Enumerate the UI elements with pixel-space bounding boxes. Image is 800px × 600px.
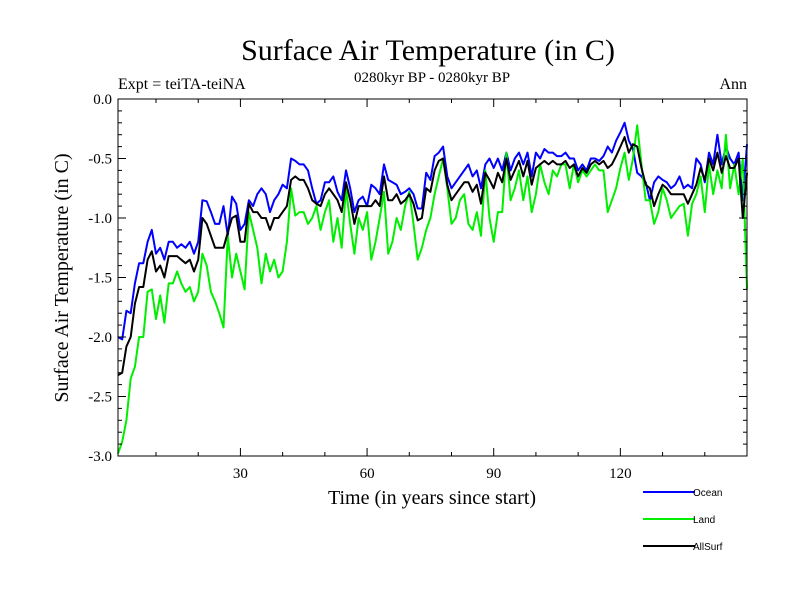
legend: Ocean Land AllSurf xyxy=(643,488,723,553)
y-tick-label: -0.5 xyxy=(88,152,112,168)
series-line-allsurf xyxy=(117,136,748,376)
expt-label: Expt = teiTA-teiNA xyxy=(118,76,246,93)
x-tick-label: 60 xyxy=(360,466,375,482)
x-tick-label: 30 xyxy=(233,466,248,482)
x-axis: 30 60 90 120 xyxy=(155,99,748,482)
legend-label-ocean: Ocean xyxy=(693,488,722,499)
plot-frame xyxy=(117,98,748,457)
y-tick-label: -2.0 xyxy=(88,330,112,346)
y-tick-label: 0.0 xyxy=(93,92,112,108)
series-line-ocean xyxy=(117,121,748,341)
period-label: Ann xyxy=(719,76,747,93)
y-tick-label: -3.0 xyxy=(88,449,112,465)
y-tick-label: -2.5 xyxy=(88,390,112,406)
chart-subtitle: 0280kyr BP - 0280kyr BP xyxy=(354,70,510,86)
series-line-land xyxy=(117,124,748,454)
y-tick-label: -1.5 xyxy=(88,271,112,287)
x-tick-label: 120 xyxy=(609,466,632,482)
legend-label-land: Land xyxy=(693,515,715,526)
x-axis-label: Time (in years since start) xyxy=(328,487,536,509)
x-tick-label: 90 xyxy=(486,466,501,482)
plot-area xyxy=(117,121,748,454)
chart-title: Surface Air Temperature (in C) xyxy=(241,34,615,67)
y-axis: -3.0 -2.5 -2.0 -1.5 -1.0 -0.5 0.0 xyxy=(88,92,747,465)
legend-label-allsurf: AllSurf xyxy=(693,542,723,553)
y-tick-label: -1.0 xyxy=(88,211,112,227)
y-axis-label: Surface Air Temperature (in C) xyxy=(51,153,73,402)
